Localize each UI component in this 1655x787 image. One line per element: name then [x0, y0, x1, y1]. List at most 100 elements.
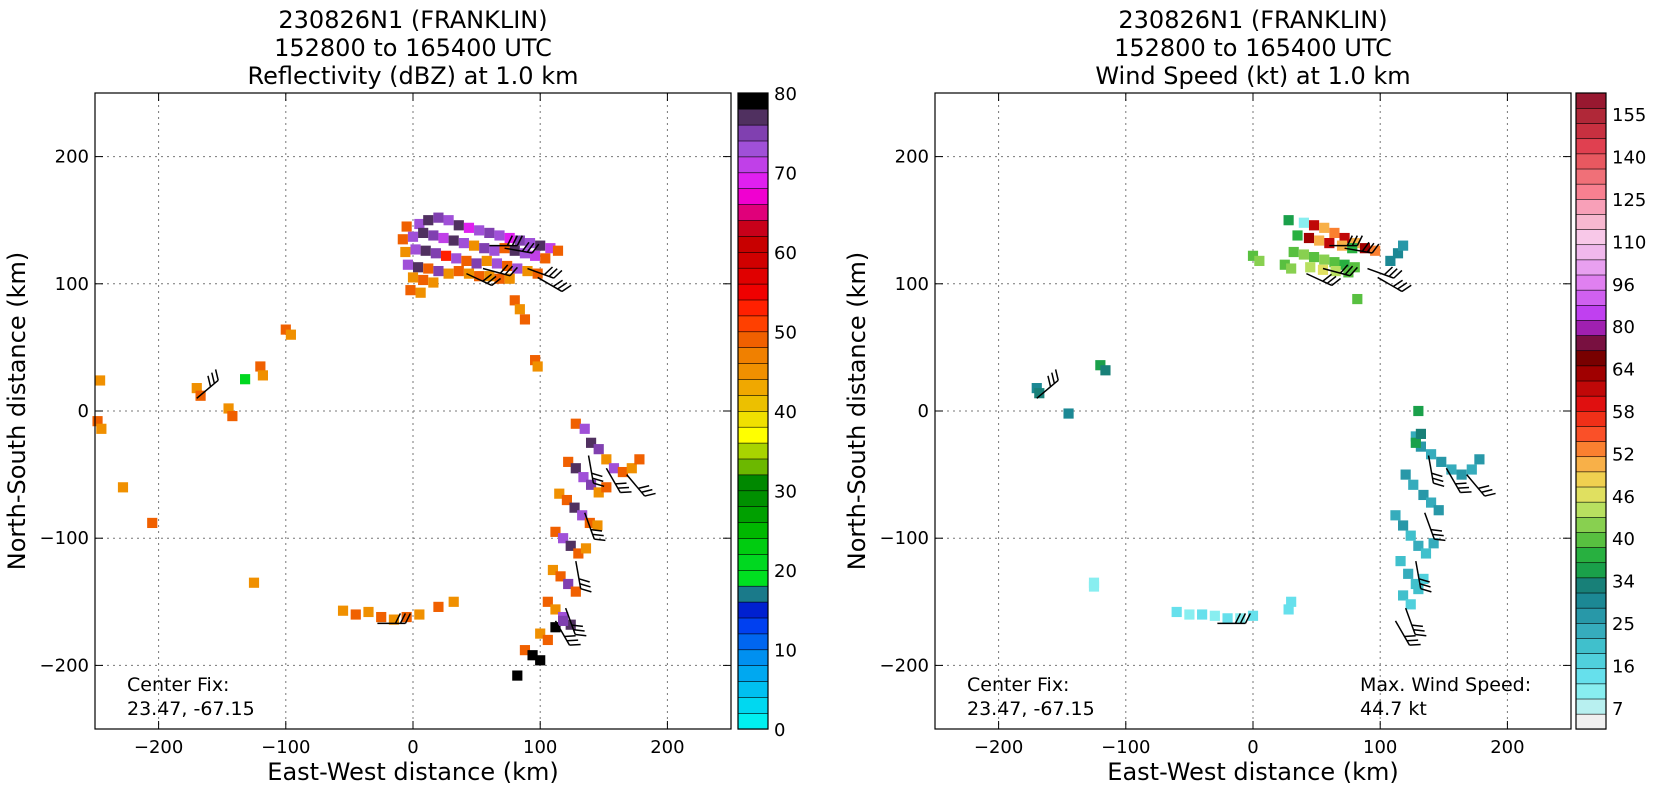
- wind-barb: [1344, 241, 1380, 254]
- data-cell: [1314, 235, 1325, 246]
- data-cell: [570, 463, 581, 474]
- data-cell: [443, 215, 454, 226]
- wind-barb-flag: [482, 273, 492, 282]
- colorbar-segment: [1575, 274, 1607, 291]
- data-cell: [1415, 428, 1426, 439]
- wind-barb-flag: [1054, 369, 1059, 381]
- wind-barb: [1367, 266, 1403, 279]
- data-cell: [585, 437, 597, 448]
- wind-barb-flag: [553, 269, 563, 279]
- colorbar-segment: [1575, 289, 1607, 306]
- data-cell: [453, 265, 464, 277]
- chart-title-line: 230826N1 (FRANKLIN): [1118, 6, 1387, 34]
- wind-barb: [1404, 607, 1427, 637]
- wind-barb-flag: [1415, 633, 1427, 637]
- data-cell: [570, 586, 581, 597]
- wind-barb-flag: [1420, 587, 1432, 593]
- colorbar-tick-label: 52: [1612, 444, 1635, 465]
- data-cell: [578, 472, 589, 483]
- data-cell: [573, 548, 584, 559]
- data-cell: [1398, 590, 1409, 601]
- wind-barb-flag: [579, 583, 591, 588]
- data-cell: [453, 220, 464, 231]
- colorbar-tick-label: 80: [774, 84, 797, 105]
- data-cell: [1392, 248, 1404, 259]
- x-tick-label: −100: [1101, 737, 1150, 758]
- colorbar-segment: [737, 108, 769, 126]
- colorbar-segment: [1575, 138, 1607, 155]
- colorbar-segment: [1575, 562, 1607, 579]
- colorbar-tick-label: 7: [1612, 699, 1623, 720]
- data-cell: [512, 670, 523, 681]
- colorbar-segment: [737, 156, 769, 174]
- colorbar-segment: [737, 569, 769, 587]
- wind-barb-flag: [1393, 269, 1403, 279]
- colorbar-segment: [737, 601, 769, 619]
- wind-barb-flag: [1433, 482, 1445, 488]
- wind-barb-flag: [1418, 578, 1430, 583]
- wind-barb-flag: [1460, 491, 1472, 494]
- colorbar-tick-label: 58: [1612, 402, 1635, 423]
- data-cell: [433, 212, 444, 223]
- data-cell: [248, 577, 260, 588]
- y-tick-label: 0: [78, 401, 89, 422]
- colorbar-segment: [737, 235, 769, 253]
- wind-barb-flag: [592, 533, 604, 537]
- wind-barb-flag: [499, 264, 509, 274]
- wind-barb-flag: [1366, 242, 1375, 253]
- colorbar-tick-label: 16: [1612, 656, 1635, 677]
- wind-barb-flag: [1392, 279, 1403, 288]
- colorbar-segment: [737, 649, 769, 667]
- colorbar-tick-label: 80: [1612, 317, 1635, 338]
- wind-barb-flag: [1371, 243, 1380, 254]
- wind-barb: [527, 266, 563, 279]
- wind-barb-flag: [1351, 235, 1358, 246]
- data-cell: [191, 383, 202, 394]
- colorbar-segment: [737, 347, 769, 364]
- data-cell: [1433, 505, 1444, 516]
- data-cell: [1247, 610, 1259, 621]
- data-cell: [1352, 293, 1363, 305]
- data-cell: [522, 265, 533, 277]
- data-cell: [1408, 479, 1419, 490]
- colorbar-segment: [1575, 244, 1607, 261]
- wind-barb-flag: [511, 235, 518, 246]
- x-tick-label: −100: [261, 737, 310, 758]
- colorbar-segment: [737, 712, 769, 730]
- y-tick-label: 100: [895, 274, 929, 295]
- data-cell: [376, 611, 387, 623]
- reflectivity-panel: 230826N1 (FRANKLIN)152800 to 165400 UTCR…: [3, 6, 797, 786]
- data-cell: [550, 526, 561, 537]
- wind-barb-flag: [516, 235, 523, 246]
- y-tick-label: 200: [895, 147, 929, 168]
- data-cell: [593, 487, 604, 498]
- data-cell: [1456, 469, 1467, 480]
- data-cell: [337, 605, 349, 616]
- colorbar-tick-label: 64: [1612, 360, 1635, 381]
- data-cell: [532, 268, 543, 279]
- data-cell: [418, 227, 429, 239]
- data-cell: [1088, 581, 1100, 592]
- wind-barb-flag: [1404, 635, 1416, 638]
- chart-title-line: 152800 to 165400 UTC: [1114, 34, 1392, 62]
- colorbar-tick-label: 125: [1612, 190, 1646, 211]
- wind-barb-flag: [1344, 265, 1354, 275]
- wind-barb-flag: [211, 372, 216, 384]
- data-cell: [535, 628, 546, 639]
- colorbar-frame: [737, 92, 769, 730]
- data-cell: [1034, 388, 1045, 399]
- wind-barb-flag: [486, 275, 497, 284]
- wind-barb-flag: [620, 491, 632, 494]
- colorbar-segment: [737, 633, 769, 651]
- wind-barb: [605, 467, 632, 494]
- data-cell: [552, 245, 564, 256]
- data-cell: [527, 650, 538, 661]
- wind-barb: [1466, 474, 1496, 497]
- data-cell: [463, 268, 475, 279]
- wind-barb-flag: [591, 472, 603, 478]
- colorbar-segment: [737, 474, 769, 492]
- colorbar-tick-label: 96: [1612, 275, 1635, 296]
- data-cell: [601, 454, 612, 465]
- colorbar-segment: [1575, 531, 1607, 548]
- x-axis-label: East-West distance (km): [267, 758, 558, 786]
